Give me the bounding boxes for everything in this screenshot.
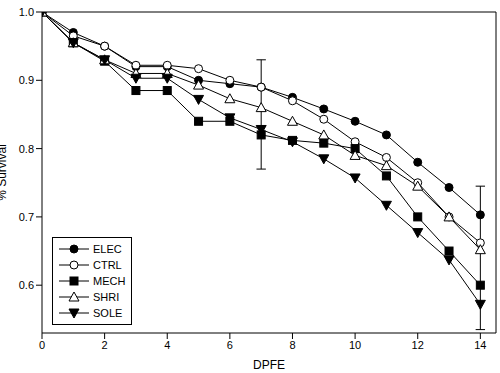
svg-text:14: 14 <box>474 339 486 351</box>
html-text:SHRI: SHRI <box>93 291 120 303</box>
svg-text:8: 8 <box>289 339 295 351</box>
svg-text:0.9: 0.9 <box>19 74 34 86</box>
html-text:ELEC: ELEC <box>93 243 122 255</box>
html-text:SOLE: SOLE <box>93 307 123 319</box>
svg-text:1.0: 1.0 <box>19 6 34 18</box>
svg-text:0.6: 0.6 <box>19 279 34 291</box>
svg-text:DPFE: DPFE <box>253 358 285 372</box>
svg-text:% Survival: % Survival <box>8 144 9 201</box>
svg-text:10: 10 <box>349 339 361 351</box>
svg-text:0: 0 <box>39 339 45 351</box>
svg-text:2: 2 <box>102 339 108 351</box>
html-text:MECH: MECH <box>93 275 126 287</box>
svg-text:12: 12 <box>412 339 424 351</box>
svg-text:0.7: 0.7 <box>19 211 34 223</box>
svg-text:0.8: 0.8 <box>19 143 34 155</box>
html-text:CTRL: CTRL <box>93 259 122 271</box>
svg-text:4: 4 <box>164 339 170 351</box>
svg-text:6: 6 <box>227 339 233 351</box>
